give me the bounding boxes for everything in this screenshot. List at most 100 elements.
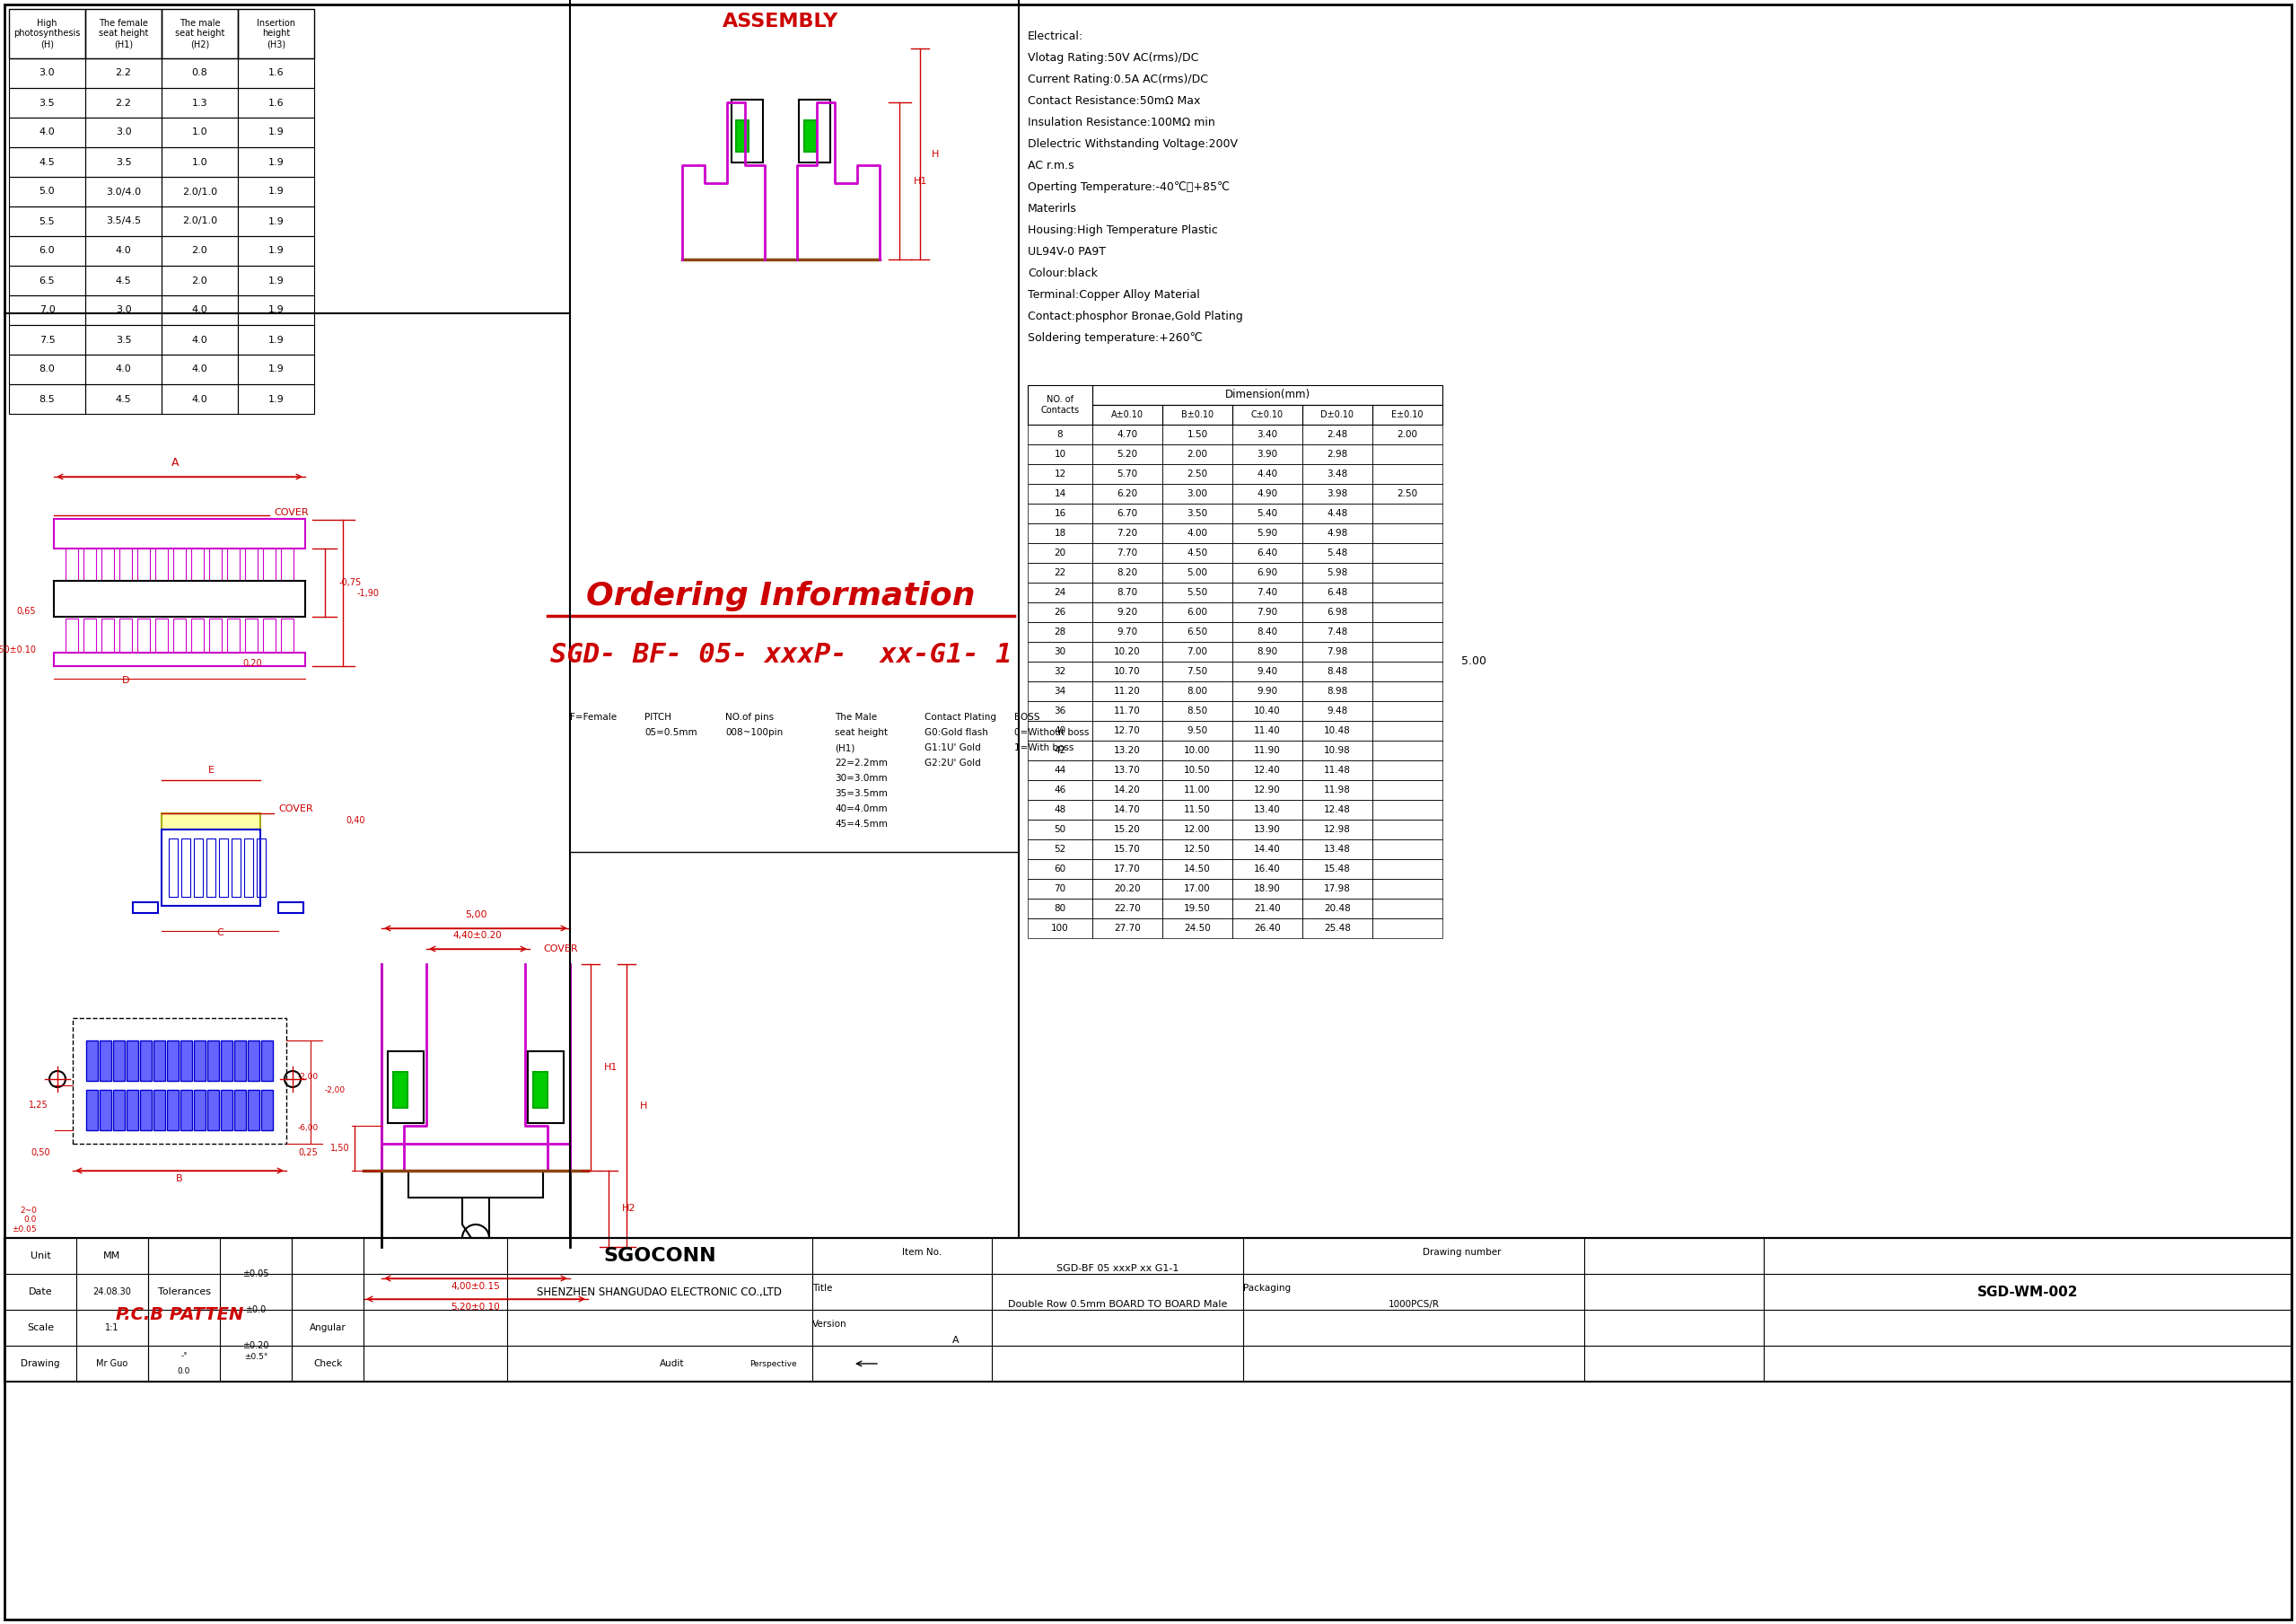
Text: 15.70: 15.70: [1114, 844, 1141, 854]
Bar: [1302, 840, 1373, 859]
Bar: [248, 1041, 259, 1082]
Text: 8.20: 8.20: [1116, 568, 1139, 577]
Bar: [1373, 622, 1442, 641]
Text: 05=0.5mm: 05=0.5mm: [645, 728, 698, 737]
Text: 40: 40: [1054, 726, 1065, 736]
Text: 60: 60: [1054, 864, 1065, 874]
Bar: [161, 88, 239, 117]
Text: P.C.B PATTEN: P.C.B PATTEN: [115, 1306, 243, 1324]
Bar: [1233, 801, 1302, 820]
Bar: [1162, 898, 1233, 919]
Text: 18.90: 18.90: [1254, 883, 1281, 893]
Text: 25.48: 25.48: [1325, 924, 1350, 932]
Text: 3.98: 3.98: [1327, 489, 1348, 499]
Text: 6.50: 6.50: [1187, 627, 1208, 637]
Bar: [1302, 503, 1373, 523]
Bar: [161, 830, 259, 906]
Text: 1.9: 1.9: [269, 187, 285, 197]
Text: 40=4.0mm: 40=4.0mm: [836, 804, 886, 814]
Text: Angular: Angular: [310, 1324, 347, 1332]
Text: 14.20: 14.20: [1114, 786, 1141, 794]
Text: 44: 44: [1054, 767, 1065, 775]
Bar: [1093, 780, 1162, 801]
Bar: [85, 58, 161, 88]
Bar: [1233, 445, 1302, 464]
Text: 11.90: 11.90: [1254, 745, 1281, 755]
Bar: [1029, 820, 1093, 840]
Text: Scale: Scale: [28, 1324, 53, 1332]
Text: Drawing: Drawing: [21, 1359, 60, 1367]
Text: 3.5/4.5: 3.5/4.5: [106, 216, 140, 226]
Text: 46: 46: [1054, 786, 1065, 794]
Bar: [1029, 523, 1093, 542]
Bar: [85, 266, 161, 296]
Bar: [1302, 542, 1373, 564]
Bar: [1233, 859, 1302, 879]
Bar: [1029, 641, 1093, 661]
Bar: [85, 206, 161, 235]
Bar: [161, 58, 239, 88]
Text: 12.70: 12.70: [1114, 726, 1141, 736]
Bar: [1093, 424, 1162, 445]
Bar: [1302, 583, 1373, 603]
Bar: [138, 549, 149, 581]
Text: 9.20: 9.20: [1116, 607, 1139, 617]
Bar: [248, 1090, 259, 1130]
Bar: [1233, 603, 1302, 622]
Bar: [1162, 603, 1233, 622]
Bar: [193, 1041, 207, 1082]
Text: 6.48: 6.48: [1327, 588, 1348, 598]
Bar: [161, 325, 239, 354]
Text: 5.90: 5.90: [1256, 529, 1279, 538]
Bar: [181, 1090, 193, 1130]
Bar: [388, 1051, 425, 1124]
Text: 4.00: 4.00: [1187, 529, 1208, 538]
Text: 4,40±0.20: 4,40±0.20: [452, 931, 503, 940]
Text: 17.00: 17.00: [1185, 883, 1210, 893]
Bar: [246, 549, 257, 581]
Bar: [1373, 801, 1442, 820]
Text: 24.08.30: 24.08.30: [92, 1288, 131, 1296]
Bar: [1373, 741, 1442, 760]
Text: 4.0: 4.0: [115, 247, 131, 255]
Text: 2.0/1.0: 2.0/1.0: [181, 187, 218, 197]
Bar: [1093, 898, 1162, 919]
Bar: [262, 1090, 273, 1130]
Bar: [737, 120, 748, 151]
Text: 27.70: 27.70: [1114, 924, 1141, 932]
Bar: [528, 1051, 565, 1124]
Bar: [87, 1090, 99, 1130]
Bar: [99, 1041, 110, 1082]
Bar: [1162, 484, 1233, 503]
Text: 4.40: 4.40: [1256, 469, 1279, 479]
Text: NO.of pins: NO.of pins: [726, 713, 774, 721]
Text: 4.50: 4.50: [1187, 549, 1208, 557]
Bar: [113, 1041, 124, 1082]
Text: PITCH: PITCH: [645, 713, 670, 721]
Text: 12: 12: [1054, 469, 1065, 479]
Text: Current Rating:0.5A AC(rms)/DC: Current Rating:0.5A AC(rms)/DC: [1029, 73, 1208, 86]
Bar: [191, 619, 204, 653]
Bar: [99, 1090, 110, 1130]
Text: 2.00: 2.00: [1396, 430, 1417, 438]
Bar: [234, 1090, 246, 1130]
Text: 11.00: 11.00: [1185, 786, 1210, 794]
Bar: [239, 385, 315, 414]
Bar: [1029, 564, 1093, 583]
Text: 7.90: 7.90: [1256, 607, 1279, 617]
Bar: [1302, 721, 1373, 741]
Text: Double Row 0.5mm BOARD TO BOARD Male: Double Row 0.5mm BOARD TO BOARD Male: [1008, 1299, 1226, 1309]
Text: 0,20: 0,20: [243, 659, 262, 667]
Bar: [138, 619, 149, 653]
Text: 11.40: 11.40: [1254, 726, 1281, 736]
Bar: [193, 838, 202, 896]
Text: Version: Version: [813, 1320, 847, 1328]
Bar: [1162, 564, 1233, 583]
Text: 5,20±0.10: 5,20±0.10: [450, 1302, 501, 1312]
Bar: [85, 354, 161, 385]
Bar: [161, 296, 239, 325]
Text: Mr Guo: Mr Guo: [96, 1359, 129, 1367]
Text: Drawing number: Drawing number: [1424, 1247, 1502, 1257]
Bar: [1373, 859, 1442, 879]
Text: 13.40: 13.40: [1254, 806, 1281, 814]
